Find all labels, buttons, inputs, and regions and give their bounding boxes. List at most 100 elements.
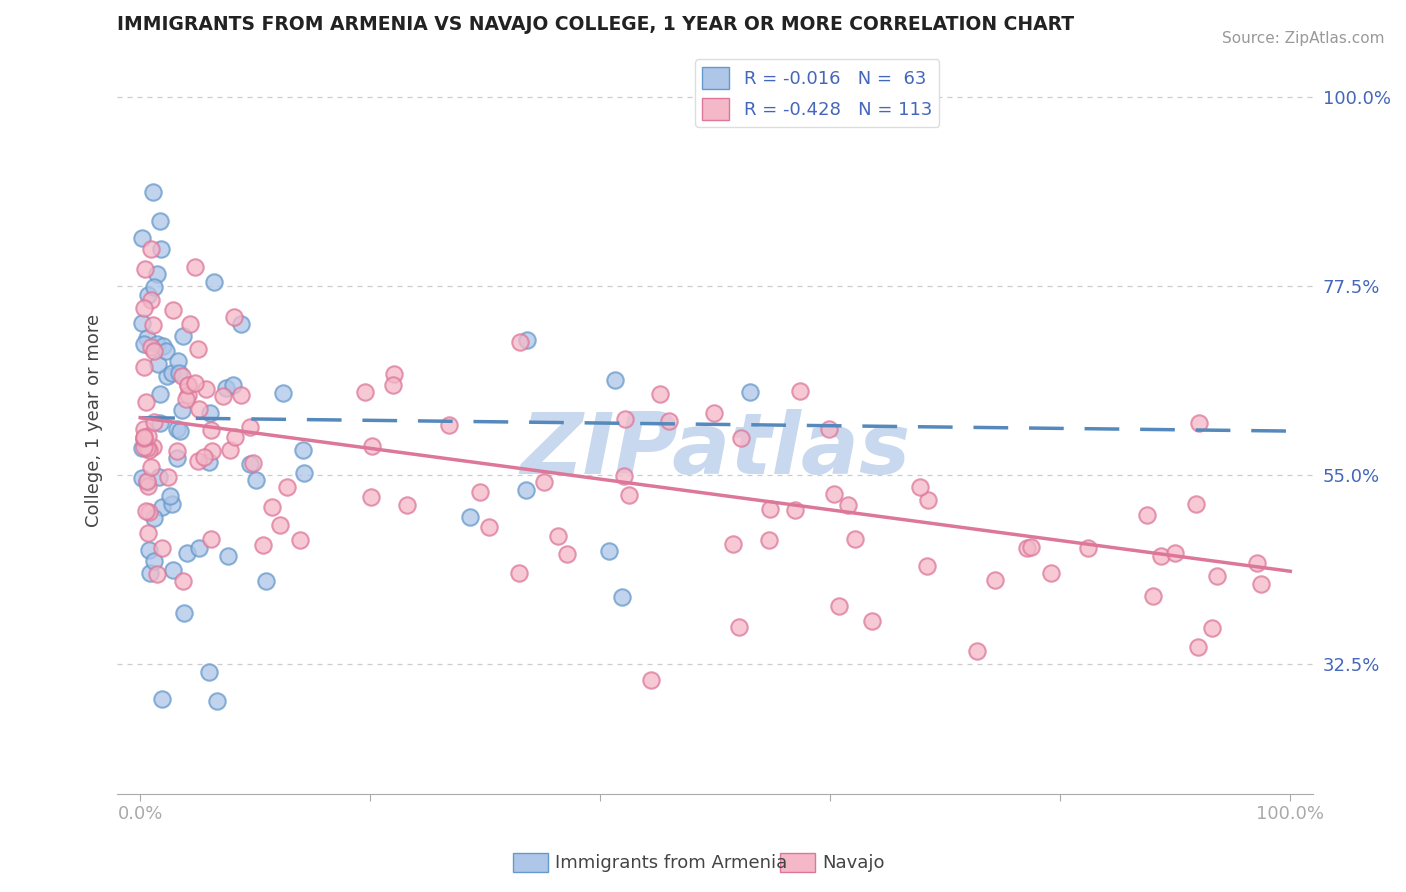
Text: Source: ZipAtlas.com: Source: ZipAtlas.com	[1222, 31, 1385, 46]
Point	[198, 406, 221, 420]
Point	[139, 459, 162, 474]
Point	[200, 532, 222, 546]
Point	[148, 357, 170, 371]
Point	[179, 317, 201, 331]
Point	[217, 549, 239, 563]
Point	[290, 533, 312, 547]
Point	[173, 606, 195, 620]
Point	[187, 454, 209, 468]
Text: IMMIGRANTS FROM ARMENIA VS NAVAJO COLLEGE, 1 YEAR OR MORE CORRELATION CHART: IMMIGRANTS FROM ARMENIA VS NAVAJO COLLEG…	[117, 15, 1074, 34]
Point	[166, 422, 188, 436]
Point	[187, 541, 209, 555]
Point	[612, 591, 634, 605]
Point	[149, 416, 172, 430]
Point	[131, 441, 153, 455]
Point	[132, 430, 155, 444]
Point	[172, 574, 194, 588]
Point	[381, 378, 404, 392]
Point	[193, 450, 215, 465]
Point	[738, 385, 761, 400]
Point	[1164, 546, 1187, 560]
Point	[211, 389, 233, 403]
Point	[149, 214, 172, 228]
Point	[509, 334, 531, 349]
Point	[143, 415, 166, 429]
Point	[177, 377, 200, 392]
Point	[360, 439, 382, 453]
Point	[360, 490, 382, 504]
Point	[188, 402, 211, 417]
Point	[170, 403, 193, 417]
Point	[198, 665, 221, 680]
Point	[152, 691, 174, 706]
Point	[439, 417, 461, 432]
Point	[239, 458, 262, 472]
Point	[155, 344, 177, 359]
Point	[142, 553, 165, 567]
Point	[269, 518, 291, 533]
Point	[134, 262, 156, 277]
Point	[242, 456, 264, 470]
Point	[142, 318, 165, 333]
Point	[1019, 541, 1042, 555]
Point	[162, 303, 184, 318]
Point	[142, 440, 165, 454]
Point	[135, 504, 157, 518]
Point	[229, 387, 252, 401]
Point	[150, 242, 173, 256]
Point	[598, 543, 620, 558]
Text: Immigrants from Armenia: Immigrants from Armenia	[555, 855, 787, 872]
Point	[187, 342, 209, 356]
Point	[789, 384, 811, 399]
Point	[231, 318, 253, 332]
Point	[910, 480, 932, 494]
Point	[131, 230, 153, 244]
Point	[354, 385, 377, 400]
Point	[139, 340, 162, 354]
Point	[260, 500, 283, 515]
Point	[176, 387, 198, 401]
Point	[396, 498, 419, 512]
Point	[183, 260, 205, 275]
Point	[198, 454, 221, 468]
Point	[132, 359, 155, 374]
Point	[136, 525, 159, 540]
Point	[640, 673, 662, 687]
Point	[966, 644, 988, 658]
Point	[1201, 621, 1223, 635]
Point	[219, 443, 242, 458]
Point	[252, 538, 274, 552]
Point	[138, 442, 160, 457]
Point	[915, 559, 938, 574]
Point	[1015, 541, 1038, 555]
Point	[1246, 556, 1268, 570]
Point	[132, 422, 155, 436]
Point	[783, 503, 806, 517]
Point	[276, 480, 298, 494]
Point	[613, 412, 636, 426]
Point	[271, 385, 294, 400]
Point	[202, 275, 225, 289]
Point	[468, 485, 491, 500]
Point	[138, 505, 160, 519]
Point	[132, 432, 155, 446]
Point	[205, 694, 228, 708]
Point	[136, 441, 159, 455]
Point	[619, 488, 641, 502]
Point	[222, 378, 245, 392]
Point	[135, 395, 157, 409]
Point	[605, 373, 627, 387]
Point	[146, 566, 169, 581]
Point	[146, 267, 169, 281]
Point	[152, 500, 174, 515]
Point	[170, 369, 193, 384]
Point	[828, 599, 851, 613]
Point	[194, 383, 217, 397]
Point	[176, 546, 198, 560]
Point	[222, 310, 245, 324]
Point	[837, 499, 859, 513]
Point	[174, 392, 197, 406]
Point	[547, 529, 569, 543]
Point	[136, 331, 159, 345]
Point	[1187, 640, 1209, 654]
